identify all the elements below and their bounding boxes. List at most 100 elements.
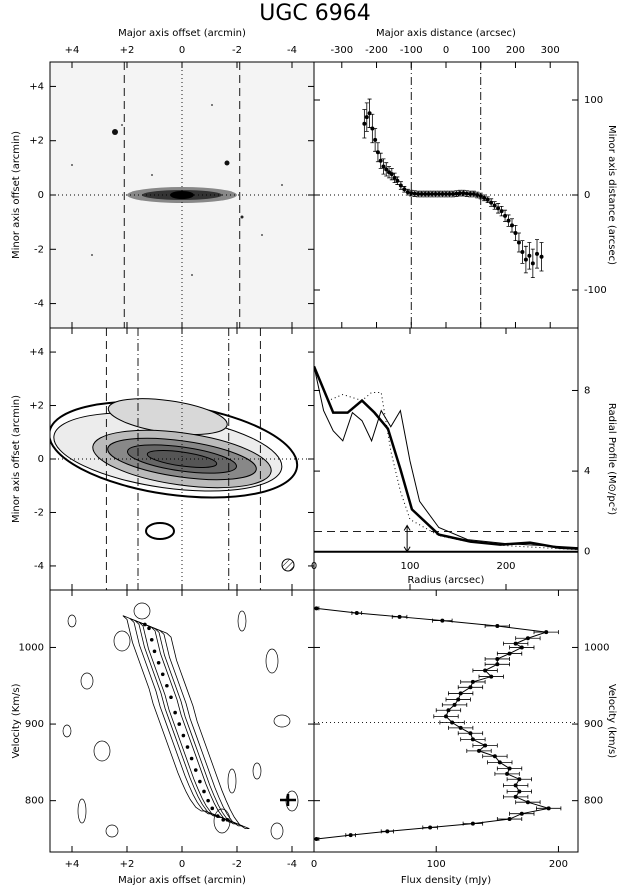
- data-point: [419, 192, 424, 197]
- data-point: [381, 164, 386, 169]
- x-tick-label: +4: [65, 859, 80, 870]
- data-point: [535, 251, 540, 256]
- ridge-point: [177, 722, 182, 726]
- y-tick-label: +2: [29, 136, 44, 147]
- x-axis-label: Major axis distance (arcsec): [376, 28, 516, 39]
- panel: [50, 328, 314, 590]
- contour: [122, 615, 250, 830]
- data-point: [450, 720, 455, 725]
- ridge-point: [193, 768, 198, 772]
- y-axis-label: Velocity (Km/s): [11, 683, 22, 758]
- data-point: [516, 240, 521, 245]
- star: [224, 160, 230, 166]
- data-point: [457, 191, 462, 196]
- data-point: [348, 833, 353, 838]
- data-point: [430, 192, 435, 197]
- data-point: [412, 191, 417, 196]
- noise-contour: [113, 630, 131, 652]
- data-point: [444, 192, 448, 197]
- x-tick-label: -4: [287, 45, 297, 56]
- data-point: [483, 743, 488, 748]
- noise-contour: [237, 610, 247, 632]
- data-point: [471, 192, 476, 197]
- data-point: [513, 231, 518, 235]
- noise-contour: [227, 768, 237, 794]
- y-axis-label: Minor axis offset (arcmin): [11, 395, 22, 523]
- y-tick-label: 0: [584, 190, 590, 201]
- x-axis-label: Major axis offset (arcmin): [118, 28, 246, 39]
- data-point: [470, 679, 475, 684]
- noise-contour: [67, 614, 77, 628]
- data-point: [513, 794, 518, 799]
- beam: [280, 794, 296, 806]
- data-point: [416, 192, 421, 197]
- x-tick-label: -100: [400, 45, 423, 56]
- data-point: [397, 614, 402, 619]
- x-tick-label: +2: [120, 859, 135, 870]
- data-point: [428, 825, 433, 830]
- data-point: [450, 192, 455, 197]
- ridge-point: [160, 672, 165, 677]
- data-point: [468, 192, 473, 197]
- contour: [129, 618, 243, 827]
- ridge-point: [225, 818, 230, 822]
- data-point: [503, 213, 508, 218]
- data-point: [402, 187, 407, 192]
- contour: [138, 621, 234, 823]
- data-point: [364, 115, 369, 120]
- x-tick-label: -200: [365, 45, 388, 56]
- panel-frame: [49, 589, 315, 853]
- y-tick-label: +4: [29, 347, 44, 358]
- ridge-point: [152, 649, 157, 654]
- panel-frame: [313, 327, 579, 591]
- x-axis-label: Major axis offset (arcmin): [118, 875, 246, 886]
- arrow: [403, 524, 411, 553]
- data-point: [489, 200, 494, 205]
- star: [151, 174, 153, 176]
- ridge-point: [202, 789, 206, 794]
- profile-line: [314, 365, 578, 550]
- data-point: [409, 191, 414, 196]
- y-axis-label: Minor axis offset (arcmin): [11, 131, 22, 259]
- data-point: [497, 760, 502, 765]
- x-tick-label: 100: [400, 561, 419, 572]
- noise-contour: [273, 714, 291, 728]
- data-point: [470, 737, 475, 742]
- ridge-point: [169, 695, 173, 700]
- data-point: [370, 126, 375, 131]
- data-point: [423, 192, 428, 197]
- data-point: [507, 817, 512, 822]
- data-point: [446, 708, 451, 713]
- data-point: [354, 610, 359, 615]
- x-axis-label: Flux density (mJy): [401, 875, 491, 886]
- data-point: [507, 651, 512, 656]
- data-point: [525, 636, 530, 641]
- y-tick-label: 800: [25, 796, 44, 807]
- y-tick-label: 900: [584, 719, 603, 730]
- y-tick-label: +4: [29, 81, 44, 92]
- star: [121, 124, 123, 126]
- y-axis-label: Radial Profile (M⊙/pc²): [606, 403, 617, 515]
- data-point: [437, 192, 442, 197]
- data-point: [456, 697, 461, 702]
- x-tick-label: 0: [311, 859, 317, 870]
- data-point: [444, 714, 448, 719]
- data-point: [385, 829, 390, 834]
- data-point: [527, 253, 532, 258]
- data-point: [464, 191, 469, 196]
- star: [211, 104, 213, 106]
- ridge-point: [149, 637, 154, 642]
- x-tick-label: 100: [471, 45, 490, 56]
- contour: [145, 522, 175, 540]
- ridge-point: [173, 710, 177, 715]
- star: [191, 274, 193, 276]
- data-point: [314, 606, 319, 611]
- panel-frame: [313, 589, 579, 853]
- ridge-point: [210, 806, 215, 811]
- data-point: [398, 183, 403, 188]
- noise-contour: [213, 808, 231, 834]
- ridge-point: [206, 798, 210, 803]
- x-tick-label: 200: [506, 45, 525, 56]
- x-tick-label: -2: [232, 45, 242, 56]
